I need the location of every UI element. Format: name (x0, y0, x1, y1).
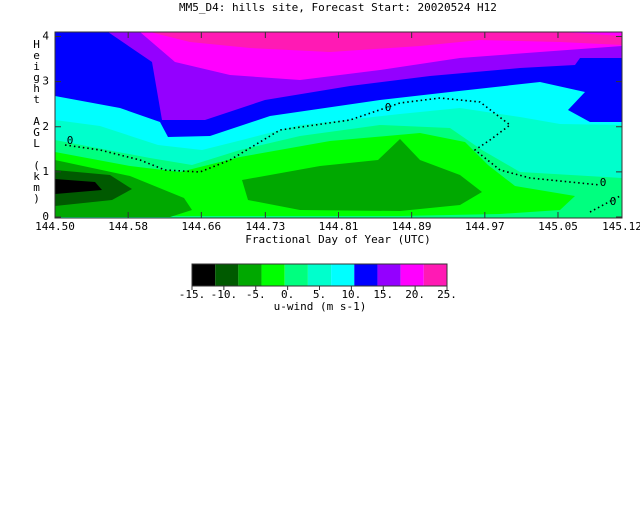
contour-label: 0 (600, 176, 607, 189)
colorbar-tick-label: -5. (246, 288, 266, 301)
y-tick-label: 4 (42, 30, 49, 43)
colorbar-tick-label: -10. (211, 288, 238, 301)
x-axis-label: Fractional Day of Year (UTC) (245, 233, 430, 246)
contour-label: 0 (67, 134, 74, 147)
x-tick-label: 144.89 (392, 220, 432, 233)
colorbar-swatch (261, 264, 285, 286)
contour-region (242, 139, 482, 211)
y-tick-label: 2 (42, 120, 49, 133)
x-tick-label: 144.66 (181, 220, 221, 233)
zero-contour (64, 97, 601, 186)
x-tick-label: 144.58 (108, 220, 148, 233)
contour-region (55, 179, 102, 194)
colorbar-tick-label: 25. (437, 288, 457, 301)
y-axis-label: Height AGL (km) (30, 38, 43, 204)
x-tick-label: 144.97 (465, 220, 505, 233)
colorbar-tick-label: 5. (313, 288, 326, 301)
colorbar-swatch (400, 264, 424, 286)
contour-field: 0 0 0 0 (55, 32, 623, 218)
y-tick-label: 0 (42, 210, 49, 223)
chart-title: MM5_D4: hills site, Forecast Start: 2002… (179, 1, 497, 14)
colorbar-tick-label: 20. (405, 288, 425, 301)
colorbar-swatch (377, 264, 401, 286)
x-tick-label: 145.12 (602, 220, 640, 233)
colorbar-swatch (354, 264, 378, 286)
contour-label: 0 (385, 101, 392, 114)
colorbar-tick-label: 0. (281, 288, 294, 301)
colorbar-tick-label: 15. (373, 288, 393, 301)
colorbar-swatch (238, 264, 262, 286)
colorbar-tick-label: -15. (179, 288, 206, 301)
colorbar-swatch (215, 264, 239, 286)
colorbar-tick-label: 10. (341, 288, 361, 301)
x-tick-label: 144.81 (319, 220, 359, 233)
contour-label: 0 (610, 195, 617, 208)
x-tick-label: 145.05 (538, 220, 578, 233)
y-tick-label: 1 (42, 165, 49, 178)
contour-region (150, 32, 622, 52)
x-tick-label: 144.50 (35, 220, 75, 233)
colorbar-swatch (423, 264, 447, 286)
colorbar-swatch (192, 264, 216, 286)
y-tick-label: 3 (42, 75, 49, 88)
zero-contour (589, 194, 623, 213)
colorbar-swatch (284, 264, 308, 286)
colorbar-label: u-wind (m s-1) (274, 300, 367, 313)
colorbar-swatch (331, 264, 355, 286)
x-tick-label: 144.73 (245, 220, 285, 233)
colorbar-swatch (307, 264, 332, 286)
